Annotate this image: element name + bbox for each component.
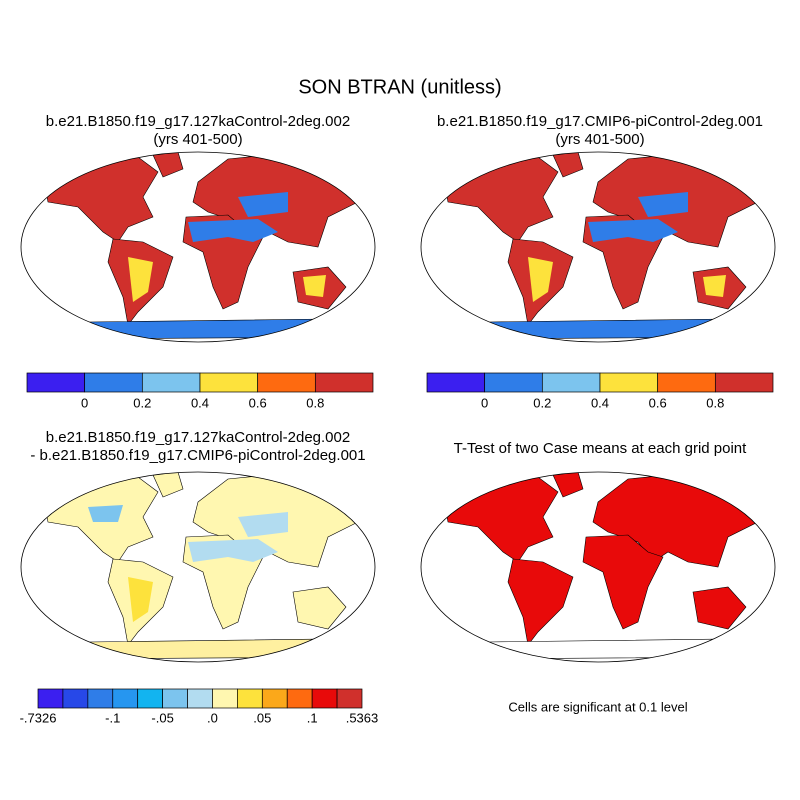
colorbar-label: 0.2 [133,395,151,410]
colorbar-swatch [657,372,716,393]
colorbar-swatch [162,688,188,709]
colorbar-label: .5363 [346,710,379,725]
colorbar-label: -.7326 [20,710,57,725]
colorbar-swatch [714,372,774,393]
landmass [442,156,559,243]
field-patch [238,192,288,217]
map-border [420,471,776,663]
colorbar-swatch [212,688,238,709]
field-patch [238,512,288,537]
map-land [42,472,369,660]
colorbar-swatch [336,688,363,709]
map [420,151,776,343]
colorbar-swatch [62,688,89,709]
field-patch [303,275,326,297]
map-land [42,152,369,340]
map [20,471,376,663]
field-patch [703,275,726,297]
panel-title: b.e21.B1850.f19_g17.127kaControl-2deg.00… [46,113,350,130]
note: Cells are significant at 0.1 level [508,699,687,714]
colorbar-label: 0.6 [249,395,267,410]
panel-subtitle: (yrs 401-500) [555,131,644,148]
colorbar-label: 0.2 [533,395,551,410]
field-patch [188,219,278,242]
field-patch [88,505,123,522]
colorbar-label: .1 [307,710,318,725]
panel-title: b.e21.B1850.f19_g17.127kaControl-2deg.00… [46,429,350,446]
panel-title: T-Test of two Case means at each grid po… [454,440,747,457]
map-land [442,152,769,340]
colorbar-swatch [261,688,288,709]
colorbar-swatch [484,372,543,393]
colorbar-swatch [237,688,263,709]
panel-subtitle: (yrs 401-500) [153,131,242,148]
map [20,151,376,343]
colorbar-swatch [286,688,313,709]
colorbar-swatch [84,372,143,393]
landmass [292,586,347,630]
colorbar-label: 0 [81,395,88,410]
field-patch [128,257,153,302]
colorbar-swatch [37,688,64,709]
map-border [20,471,376,663]
colorbar-swatch [257,372,316,393]
colorbar-swatch [137,688,163,709]
colorbar-swatch [199,372,259,393]
colorbar-swatch [426,372,486,393]
map-border [420,151,776,343]
colorbar-swatch [187,688,213,709]
field-patch [128,577,153,622]
colorbar-label: 0 [481,395,488,410]
colorbar-label: .05 [253,710,271,725]
landmass [442,476,559,563]
figure-title: SON BTRAN (unitless) [298,76,501,98]
panel-subtitle: - b.e21.B1850.f19_g17.CMIP6-piControl-2d… [30,447,365,464]
colorbar-label: 0.4 [591,395,609,410]
landmass [42,156,159,243]
colorbar-swatch [87,688,114,709]
field-patch [638,192,688,217]
colorbar-swatch [541,372,601,393]
colorbar-label: .0 [207,710,218,725]
field-patch [188,539,278,562]
landmass [507,558,574,646]
field-patch [588,219,678,242]
colorbar-swatch [112,688,139,709]
colorbar-label: 0.8 [706,395,724,410]
colorbar-swatch [599,372,659,393]
colorbar-swatch [141,372,201,393]
colorbar-label: 0.4 [191,395,209,410]
landmass [692,586,747,630]
map-border [20,151,376,343]
field-patch [528,257,553,302]
panel-title: b.e21.B1850.f19_g17.CMIP6-piControl-2deg… [437,113,763,130]
map-land [442,472,769,660]
colorbar-label: -.1 [105,710,120,725]
map [420,471,776,663]
colorbar-swatch [311,688,338,709]
colorbar-label: 0.6 [649,395,667,410]
colorbar-swatch [26,372,86,393]
landmass [582,534,664,630]
colorbar-label: -.05 [151,710,173,725]
colorbar-label: 0.8 [306,395,324,410]
colorbar-swatch [314,372,374,393]
